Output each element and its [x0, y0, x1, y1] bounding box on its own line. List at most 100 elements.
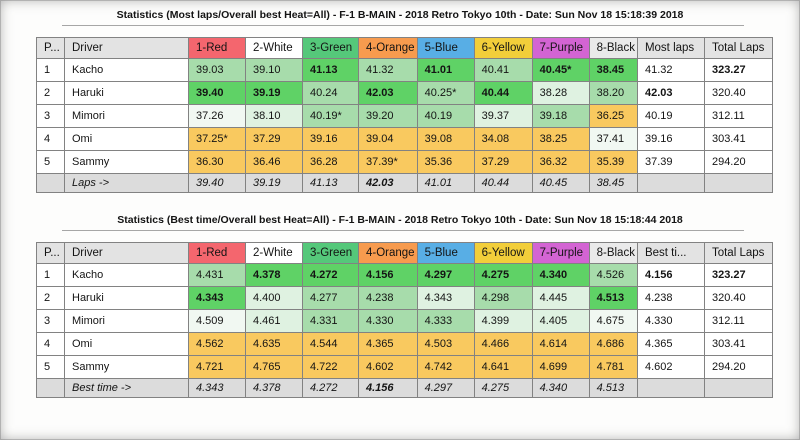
column-header-most-laps: Most laps — [636, 37, 705, 59]
most-laps-section: Statistics (Most laps/Overall best Heat=… — [0, 9, 800, 193]
position-cell: 2 — [36, 81, 65, 105]
heat-result-cell: 38.20 — [588, 81, 638, 105]
best-time-cell: 4.602 — [636, 355, 705, 379]
heat-result-cell: 4.503 — [416, 332, 475, 356]
heat-result-cell: 38.45 — [588, 58, 638, 82]
summary-empty-cell — [36, 378, 65, 398]
summary-value-cell: 4.297 — [416, 378, 475, 398]
driver-row-sammy: 5 Sammy 4.721 4.765 4.722 4.602 4.742 4.641 4.69… — [36, 355, 773, 379]
heat-result-cell: 41.13 — [302, 58, 359, 82]
position-cell: 1 — [36, 263, 65, 287]
column-header-total-laps: Total Laps — [703, 242, 773, 264]
summary-row: Best time -> 4.343 4.378 4.272 4.156 4.297 4.2… — [36, 378, 773, 398]
heat-result-cell: 4.405 — [531, 309, 590, 333]
summary-value-cell: 40.45 — [531, 173, 590, 193]
heat-result-cell: 37.29 — [473, 150, 533, 174]
heat-result-cell: 4.340 — [531, 263, 590, 287]
heat-result-cell: 4.699 — [531, 355, 590, 379]
column-header-5-blue: 5-Blue — [416, 242, 475, 264]
best-time-section: Statistics (Best time/Overall best Heat=… — [0, 214, 800, 398]
heat-result-cell: 38.25 — [531, 127, 590, 151]
heat-result-cell: 35.39 — [588, 150, 638, 174]
column-header-driver: Driver — [64, 37, 189, 59]
column-header-6-yellow: 6-Yellow — [473, 37, 533, 59]
position-cell: 3 — [36, 104, 65, 128]
summary-value-cell: 40.44 — [473, 173, 533, 193]
driver-name-cell: Omi — [64, 127, 189, 151]
heat-result-cell: 4.272 — [302, 263, 359, 287]
most-laps-cell: 41.32 — [636, 58, 705, 82]
summary-value-cell: 42.03 — [358, 173, 418, 193]
driver-row-mimori: 3 Mimori 37.26 38.10 40.19* 39.20 40.19 39.37 39… — [36, 104, 773, 128]
column-header-6-yellow: 6-Yellow — [473, 242, 533, 264]
heat-result-cell: 42.03 — [358, 81, 418, 105]
heat-result-cell: 39.04 — [358, 127, 418, 151]
heat-result-cell: 4.343 — [416, 286, 475, 310]
heat-result-cell: 4.343 — [188, 286, 246, 310]
heat-result-cell: 39.10 — [245, 58, 303, 82]
driver-row-omi: 4 Omi 4.562 4.635 4.544 4.365 4.503 4.466 4.614 4… — [36, 332, 773, 356]
heat-result-cell: 41.01 — [416, 58, 475, 82]
driver-name-cell: Omi — [64, 332, 189, 356]
heat-result-cell: 36.32 — [531, 150, 590, 174]
column-header-driver: Driver — [64, 242, 189, 264]
column-header-7-purple: 7-Purple — [531, 242, 590, 264]
driver-name-cell: Haruki — [64, 81, 189, 105]
column-header-8-black: 8-Black — [588, 242, 638, 264]
most-laps-cell: 42.03 — [636, 81, 705, 105]
summary-value-cell: 4.275 — [473, 378, 533, 398]
driver-row-haruki: 2 Haruki 4.343 4.400 4.277 4.238 4.343 4.298 4.4… — [36, 286, 773, 310]
summary-empty-cell — [703, 173, 773, 193]
position-cell: 5 — [36, 150, 65, 174]
heat-result-cell: 39.20 — [358, 104, 418, 128]
heat-result-cell: 4.431 — [188, 263, 246, 287]
heat-result-cell: 4.509 — [188, 309, 246, 333]
heat-result-cell: 37.41 — [588, 127, 638, 151]
heat-result-cell: 40.45* — [531, 58, 590, 82]
summary-empty-cell — [703, 378, 773, 398]
position-cell: 3 — [36, 309, 65, 333]
title-divider — [62, 25, 744, 26]
heat-result-cell: 4.445 — [531, 286, 590, 310]
heat-result-cell: 38.28 — [531, 81, 590, 105]
best-time-cell: 4.156 — [636, 263, 705, 287]
column-header-position: P... — [36, 37, 65, 59]
driver-row-sammy: 5 Sammy 36.30 36.46 36.28 37.39* 35.36 37.29 36.… — [36, 150, 773, 174]
total-laps-cell: 320.40 — [703, 81, 773, 105]
column-header-best-time: Best ti... — [636, 242, 705, 264]
driver-name-cell: Mimori — [64, 104, 189, 128]
heat-result-cell: 39.18 — [531, 104, 590, 128]
driver-row-kacho: 1 Kacho 39.03 39.10 41.13 41.32 41.01 40.41 40.4… — [36, 58, 773, 82]
heat-result-cell: 37.26 — [188, 104, 246, 128]
best-time-cell: 4.238 — [636, 286, 705, 310]
summary-value-cell: 4.513 — [588, 378, 638, 398]
heat-result-cell: 4.298 — [473, 286, 533, 310]
heat-result-cell: 34.08 — [473, 127, 533, 151]
heat-result-cell: 4.333 — [416, 309, 475, 333]
summary-label-cell: Best time -> — [64, 378, 189, 398]
most-laps-cell: 37.39 — [636, 150, 705, 174]
summary-value-cell: 41.01 — [416, 173, 475, 193]
total-laps-cell: 320.40 — [703, 286, 773, 310]
driver-name-cell: Kacho — [64, 263, 189, 287]
header-row: P... Driver 1-Red 2-White 3-Green 4-Orange 5-B… — [36, 37, 773, 59]
summary-value-cell: 4.272 — [302, 378, 359, 398]
heat-result-cell: 4.297 — [416, 263, 475, 287]
heat-result-cell: 40.19* — [302, 104, 359, 128]
heat-result-cell: 40.44 — [473, 81, 533, 105]
summary-value-cell: 38.45 — [588, 173, 638, 193]
driver-name-cell: Sammy — [64, 150, 189, 174]
heat-result-cell: 36.46 — [245, 150, 303, 174]
column-header-7-purple: 7-Purple — [531, 37, 590, 59]
heat-result-cell: 40.19 — [416, 104, 475, 128]
column-header-2-white: 2-White — [245, 242, 303, 264]
column-header-3-green: 3-Green — [302, 242, 359, 264]
heat-result-cell: 4.399 — [473, 309, 533, 333]
heat-result-cell: 4.614 — [531, 332, 590, 356]
heat-result-cell: 4.365 — [358, 332, 418, 356]
summary-value-cell: 41.13 — [302, 173, 359, 193]
column-header-4-orange: 4-Orange — [358, 242, 418, 264]
heat-result-cell: 39.19 — [245, 81, 303, 105]
heat-result-cell: 39.03 — [188, 58, 246, 82]
column-header-5-blue: 5-Blue — [416, 37, 475, 59]
